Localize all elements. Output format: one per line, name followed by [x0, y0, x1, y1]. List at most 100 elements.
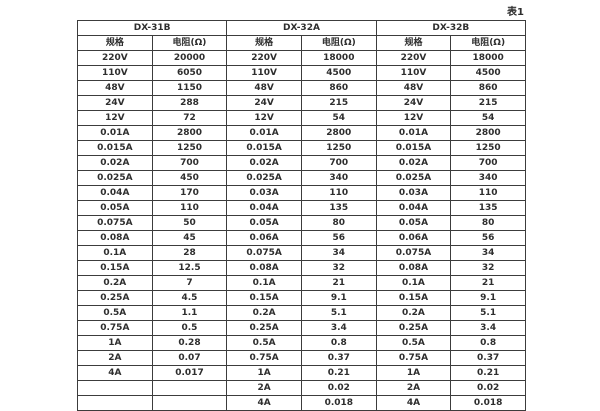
table-cell: 0.75A — [226, 350, 302, 366]
table-cell: 48V — [77, 80, 153, 96]
table-cell: 0.28 — [151, 335, 228, 351]
table-cell: 0.015A — [77, 140, 153, 156]
table-cell: 110 — [450, 185, 526, 201]
table-cell: 1A — [375, 365, 452, 381]
table-cell: 2A — [77, 350, 153, 366]
table-cell: 0.075A — [226, 245, 302, 261]
table-cell: 0.05A — [375, 215, 452, 231]
table-cell: 0.017 — [151, 365, 228, 381]
table-cell: 288 — [151, 95, 228, 111]
table-row: 12V 72 12V 54 12V 54 — [77, 110, 526, 126]
table-cell: 80 — [450, 215, 526, 231]
table-cell: 0.08A — [375, 260, 452, 276]
table-cell: 0.02A — [77, 155, 153, 171]
table-cell: 0.8 — [300, 335, 377, 351]
table-cell: 4500 — [450, 65, 526, 81]
table-row: 0.02A 700 0.02A 700 0.02A 700 — [77, 155, 526, 171]
table-cell: 215 — [450, 95, 526, 111]
table-cell: 48V — [226, 80, 302, 96]
table-cell: 32 — [300, 260, 377, 276]
table-body: 220V 20000 220V 18000 220V 18000 110V 6050 110V 4… — [77, 50, 526, 411]
table-cell: 450 — [151, 170, 228, 186]
table-cell: 0.018 — [450, 395, 526, 411]
table-cell: 0.5 — [151, 320, 228, 336]
table-cell: 110 — [151, 200, 228, 216]
table-cell: 4A — [77, 365, 153, 381]
table-cell: 0.21 — [450, 365, 526, 381]
table-cell: 340 — [300, 170, 377, 186]
table-row: 110V 6050 110V 4500 110V 4500 — [77, 65, 526, 81]
table-row: 0.5A 1.1 0.2A 5.1 0.2A 5.1 — [77, 305, 526, 321]
table-cell: 4500 — [300, 65, 377, 81]
table-cell: 56 — [450, 230, 526, 246]
table-cell: 0.05A — [77, 200, 153, 216]
table-cell — [151, 380, 228, 396]
table-cell: 34 — [450, 245, 526, 261]
table-cell: 0.75A — [375, 350, 452, 366]
col-header-spec: 规格 — [375, 35, 452, 51]
table-cell: 0.5A — [226, 335, 302, 351]
table-row: 220V 20000 220V 18000 220V 18000 — [77, 50, 526, 66]
table-row: 0.15A 12.5 0.08A 32 0.08A 32 — [77, 260, 526, 276]
table-cell: 0.5A — [77, 305, 153, 321]
table-cell: 860 — [300, 80, 377, 96]
table-cell: 18000 — [450, 50, 526, 66]
table-row: 0.08A 45 0.06A 56 0.06A 56 — [77, 230, 526, 246]
table-cell: 18000 — [300, 50, 377, 66]
table-row: 0.04A 170 0.03A 110 0.03A 110 — [77, 185, 526, 201]
table-cell: 0.5A — [375, 335, 452, 351]
table-cell: 12.5 — [151, 260, 228, 276]
table-header: DX-31B DX-32A DX-32B 规格 电阻(Ω) 规格 电阻(Ω) 规… — [76, 20, 527, 51]
table-cell: 21 — [450, 275, 526, 291]
table-cell: 0.01A — [77, 125, 153, 141]
table-cell: 110V — [226, 65, 302, 81]
table-cell — [77, 395, 153, 411]
table-cell: 0.15A — [375, 290, 452, 306]
table-cell: 0.1A — [226, 275, 302, 291]
table-cell: 4A — [226, 395, 302, 411]
table-cell: 0.08A — [226, 260, 302, 276]
table-cell: 0.025A — [375, 170, 452, 186]
table-cell: 0.03A — [226, 185, 302, 201]
table-cell: 220V — [226, 50, 302, 66]
table-cell: 0.03A — [375, 185, 452, 201]
table-cell: 1A — [77, 335, 153, 351]
table-row: 0.1A 28 0.075A 34 0.075A 34 — [77, 245, 526, 261]
table-cell: 0.2A — [226, 305, 302, 321]
table-row: 0.25A 4.5 0.15A 9.1 0.15A 9.1 — [77, 290, 526, 306]
table-cell: 110V — [375, 65, 452, 81]
col-header-spec: 规格 — [77, 35, 153, 51]
table-cell: 0.21 — [300, 365, 377, 381]
table-cell: 5.1 — [450, 305, 526, 321]
table-cell: 0.06A — [375, 230, 452, 246]
table-cell: 0.04A — [226, 200, 302, 216]
group-header-row: DX-31B DX-32A DX-32B — [76, 20, 527, 36]
table-row: 24V 288 24V 215 24V 215 — [77, 95, 526, 111]
table-cell — [151, 395, 228, 411]
group-header-dx32a: DX-32A — [226, 20, 377, 36]
col-header-spec: 规格 — [226, 35, 302, 51]
table-cell: 135 — [300, 200, 377, 216]
group-header-dx32b: DX-32B — [375, 20, 527, 36]
table-cell: 1.1 — [151, 305, 228, 321]
col-header-resistance: 电阻(Ω) — [151, 35, 228, 51]
table-cell: 2800 — [151, 125, 228, 141]
table-row: 0.05A 110 0.04A 135 0.04A 135 — [77, 200, 526, 216]
table-cell: 0.75A — [77, 320, 153, 336]
table-cell: 5.1 — [300, 305, 377, 321]
table-cell: 2800 — [450, 125, 526, 141]
table-cell: 21 — [300, 275, 377, 291]
table-cell: 6050 — [151, 65, 228, 81]
table-cell: 50 — [151, 215, 228, 231]
table-cell: 0.07 — [151, 350, 228, 366]
table-cell: 0.04A — [77, 185, 153, 201]
table-cell — [77, 380, 153, 396]
spec-table: DX-31B DX-32A DX-32B 规格 电阻(Ω) 规格 电阻(Ω) 规… — [76, 20, 527, 411]
table-cell: 340 — [450, 170, 526, 186]
sub-header-row: 规格 电阻(Ω) 规格 电阻(Ω) 规格 电阻(Ω) — [77, 35, 526, 51]
table-cell: 220V — [77, 50, 153, 66]
table-row: 0.075A 50 0.05A 80 0.05A 80 — [77, 215, 526, 231]
table-cell: 0.025A — [77, 170, 153, 186]
table-row: 2A 0.02 2A 0.02 — [77, 380, 526, 396]
table-cell: 110 — [300, 185, 377, 201]
